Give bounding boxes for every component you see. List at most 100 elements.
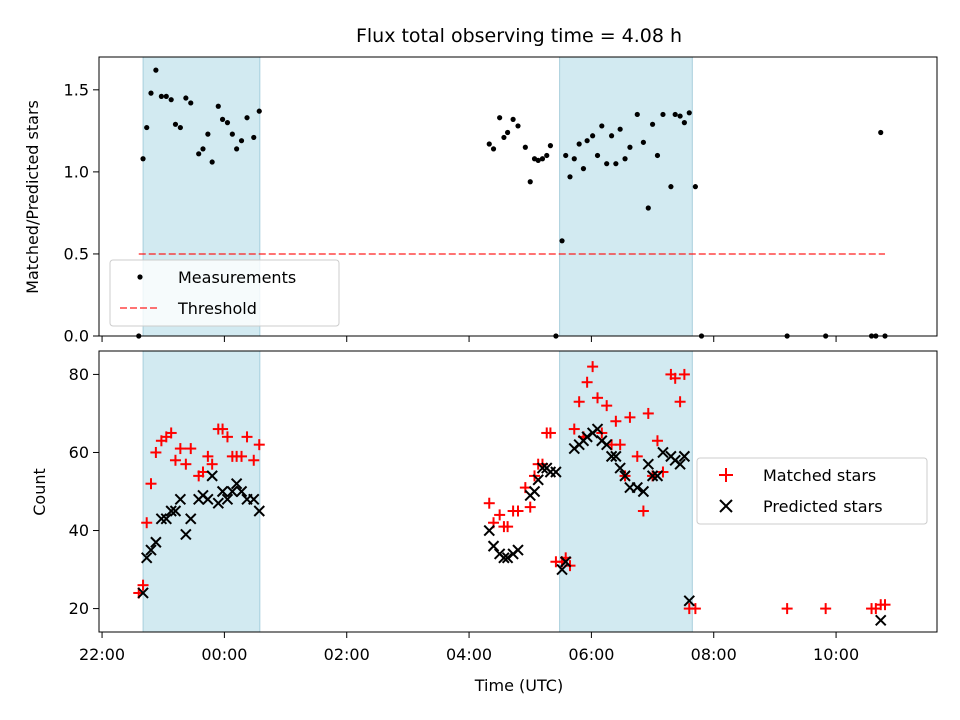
measurement-point [535,157,541,163]
predicted-stars-point-b [150,536,162,548]
measurement-point [544,152,550,159]
predicted-stars-point-b [498,552,510,564]
measurement-point [527,179,533,185]
matched-stars-point [674,396,686,408]
measurement-point [168,97,174,103]
predicted-stars-point-b [487,540,500,552]
predicted-stars-point [483,524,495,537]
measurement-point [229,131,235,137]
predicted-stars-point-b [483,524,495,537]
bottom-y-tick-label: 20 [69,599,89,618]
measurement-point [567,174,573,180]
top-shaded-interval [559,56,693,337]
predicted-stars-point-b [206,470,218,482]
top-y-axis-label: Matched/Predicted stars [23,100,42,294]
predicted-stars-point-b [141,552,153,564]
predicted-stars-point [875,614,887,626]
predicted-stars-point [226,485,239,498]
top-axes-frame [98,56,938,337]
predicted-stars-point [581,431,593,443]
legend-label-measurements: Measurements [178,268,296,287]
x-tick-label: 04:00 [446,645,492,664]
measurement-point [158,93,164,99]
bottom-y-axis-label: Count [30,468,49,516]
matched-stars-point [502,521,514,533]
chart-title: Flux total observing time = 4.08 h [356,25,682,47]
measurement-point [640,139,646,145]
predicted-stars-point [145,544,157,556]
predicted-stars-point [137,587,149,599]
measurement-point [256,108,262,114]
measurement-point [522,144,528,150]
predicted-stars-point [230,477,243,490]
predicted-stars-point-b [216,485,229,498]
measurement-point [539,156,546,162]
legend-label-predicted-stars: Predicted stars [763,497,883,516]
matched-stars-point [150,446,162,458]
predicted-stars-point [221,493,234,506]
matched-stars-point [657,466,669,478]
matched-stars-point [614,439,626,451]
top-y-tick-label: 0.0 [64,327,89,346]
measurement-point [634,111,640,118]
predicted-stars-point [155,513,168,525]
measurement-point [576,141,582,147]
matched-stars-point [221,431,233,443]
predicted-stars-point-b [235,485,248,498]
matched-stars-point [879,599,891,611]
predicted-stars-point-b [536,462,549,474]
predicted-stars-point [591,423,604,435]
matched-stars-point [678,368,690,380]
matched-stars-point [236,450,248,462]
measurement-point [604,161,610,167]
predicted-stars-point-b [501,552,514,564]
predicted-stars-point [160,513,172,525]
measurement-point [686,110,692,116]
matched-stars-point [169,454,181,466]
measurement-point [505,129,511,136]
predicted-stars-point-b [642,458,654,470]
measurement-point [649,121,656,127]
predicted-stars-point [646,470,659,482]
predicted-stars-point-b [185,513,197,525]
measurement-point [209,159,215,165]
measurement-point [177,124,183,131]
measurement-point [183,95,189,101]
predicted-stars-point [600,438,613,451]
legend-label-threshold: Threshold [177,299,257,318]
measurement-point [490,146,497,152]
predicted-stars-point-b [253,505,265,517]
matched-stars-point [248,454,260,466]
matched-stars-point [601,400,613,412]
predicted-stars-point [512,544,524,556]
predicted-stars-point-b [631,481,643,494]
predicted-stars-point [614,462,626,474]
measurement-point [215,103,221,109]
measurement-point [622,156,628,162]
matched-stars-point [669,372,681,384]
predicted-stars-point [248,493,260,506]
predicted-stars-point [610,450,622,463]
predicted-stars-point [550,466,562,478]
predicted-stars-point [501,552,514,564]
x-tick-label: 02:00 [324,645,370,664]
matched-stars-point [174,443,186,455]
predicted-stars-point [206,470,218,482]
x-tick-label: 10:00 [813,645,859,664]
measurement-point [188,100,194,106]
predicted-stars-point-b [174,493,187,506]
predicted-stars-point-b [212,497,224,509]
bottom-legend: Matched stars Predicted stars [696,457,928,525]
measurement-point [140,156,146,162]
matched-stars-point [217,423,229,435]
predicted-stars-point-b [678,450,691,463]
predicted-stars-point-b [248,493,260,506]
predicted-stars-point [560,556,572,568]
measurement-point [672,111,678,118]
matched-stars-point [524,501,536,513]
predicted-stars-point-b [600,438,613,451]
measurement-point [668,184,674,190]
top-y-tick-label: 0.5 [64,244,89,263]
predicted-stars-point [631,481,643,494]
x-tick-label: 00:00 [201,645,247,664]
